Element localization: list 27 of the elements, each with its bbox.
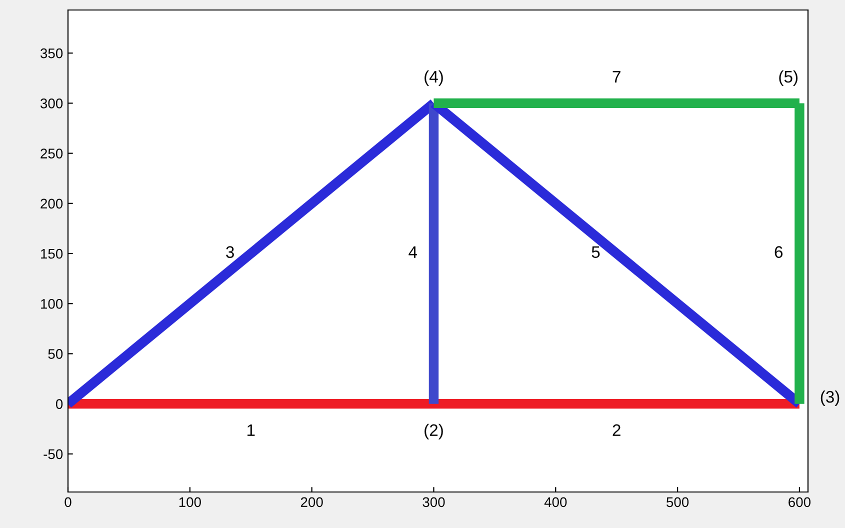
x-tick-label: 500 bbox=[666, 497, 689, 508]
y-tick-label: 100 bbox=[41, 298, 63, 309]
x-tick-label: 300 bbox=[422, 497, 445, 508]
annotation: (4) bbox=[424, 70, 443, 86]
annotation: (2) bbox=[424, 424, 443, 440]
annotation: 1 bbox=[248, 424, 255, 436]
annotation: 4 bbox=[408, 246, 418, 258]
y-tick-label: 50 bbox=[48, 349, 63, 359]
x-tick-label: 0 bbox=[64, 497, 72, 508]
annotation: (3) bbox=[820, 390, 840, 406]
annotation: 7 bbox=[612, 71, 620, 83]
annotation: 6 bbox=[774, 246, 783, 258]
annotation: 3 bbox=[226, 246, 234, 258]
annotation: (5) bbox=[779, 70, 798, 86]
y-tick-label: 350 bbox=[40, 48, 63, 58]
y-tick-label: -50 bbox=[44, 449, 63, 460]
x-tick-label: 100 bbox=[179, 497, 201, 508]
x-tick-label: 200 bbox=[300, 497, 323, 508]
annotation: 5 bbox=[592, 246, 600, 258]
y-tick-label: 250 bbox=[40, 148, 63, 158]
y-tick-label: 0 bbox=[56, 399, 63, 409]
y-tick-label: 300 bbox=[40, 98, 63, 108]
x-tick-label: 600 bbox=[788, 497, 811, 508]
x-tick-label: 400 bbox=[544, 497, 567, 508]
y-tick-label: 150 bbox=[41, 248, 63, 259]
annotation: 2 bbox=[612, 424, 620, 436]
y-tick-label: 200 bbox=[40, 198, 63, 209]
